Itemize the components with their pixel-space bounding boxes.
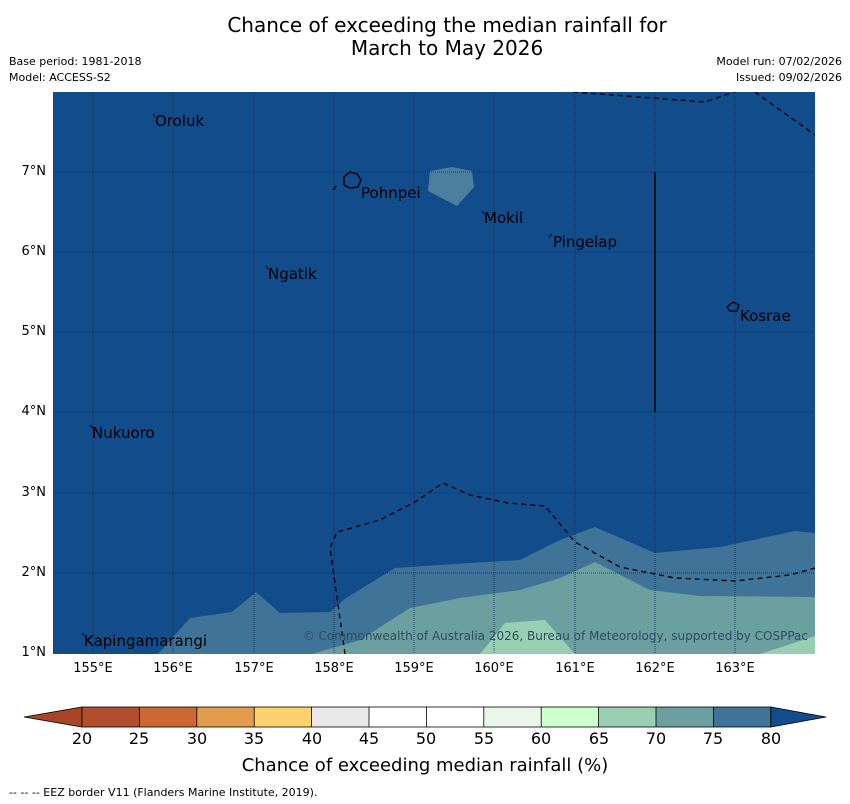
colorbar-bin-35-40 <box>254 707 312 727</box>
colorbar-bin-75-80 <box>713 707 771 727</box>
band-65-70 <box>480 620 575 654</box>
meta-right: Model run: 07/02/2026 Issued: 09/02/2026 <box>716 54 842 86</box>
place-pingelap: Pingelap <box>553 233 617 251</box>
colorbar-bin-45-50 <box>369 707 427 727</box>
colorbar-bin-40-45 <box>311 707 369 727</box>
lat-label-3n: 3°N <box>21 485 47 500</box>
title-line-2: March to May 2026 <box>350 36 544 60</box>
place-ngatik: Ngatik <box>268 265 317 283</box>
colorbar-bin-25-30 <box>139 707 197 727</box>
colorbar-tick-70: 70 <box>645 729 667 748</box>
colorbar-tick-25: 25 <box>128 729 150 748</box>
colorbar-bin-20-25 <box>82 707 140 727</box>
lon-label-160e: 160°E <box>474 661 514 676</box>
colorbar-bin-55-60 <box>483 707 542 727</box>
base-period: Base period: 1981-2018 <box>9 55 142 68</box>
lon-label-159e: 159°E <box>394 661 434 676</box>
colorbar-dividers <box>138 707 714 727</box>
colorbar-tick-65: 65 <box>588 729 610 748</box>
model-name: Model: ACCESS-S2 <box>9 71 111 84</box>
place-kapingamarangi: Kapingamarangi <box>84 632 207 650</box>
colorbar-tick-50: 50 <box>415 729 437 748</box>
colorbar-tick-75: 75 <box>702 729 724 748</box>
colorbar-tick-45: 45 <box>358 729 380 748</box>
chart-title: Chance of exceeding the median rainfall … <box>0 14 850 60</box>
issued-date: Issued: 09/02/2026 <box>735 71 842 84</box>
colorbar-bin-30-35 <box>196 707 255 727</box>
lat-label-5n: 5°N <box>21 324 47 339</box>
model-run: Model run: 07/02/2026 <box>716 55 842 68</box>
colorbar <box>24 706 827 728</box>
lat-label-1n: 1°N <box>21 645 47 660</box>
colorbar-label: Chance of exceeding median rainfall (%) <box>241 755 609 776</box>
atoll-ticks <box>81 113 553 637</box>
place-pohnpei: Pohnpei <box>361 184 421 202</box>
band-70-75 <box>312 562 815 654</box>
lat-gridlines <box>53 171 815 574</box>
meta-left: Base period: 1981-2018 Model: ACCESS-S2 <box>9 54 141 86</box>
place-mokil: Mokil <box>484 209 523 227</box>
place-nukuoro: Nukuoro <box>92 424 155 442</box>
band-75-80-patch <box>428 167 474 206</box>
lon-label-162e: 162°E <box>635 661 675 676</box>
colorbar-bin-60-65 <box>541 707 599 727</box>
place-oroluk: Oroluk <box>155 112 204 130</box>
colorbar-tick-20: 20 <box>71 729 93 748</box>
title-line-1: Chance of exceeding the median rainfall … <box>227 13 667 37</box>
colorbar-tick-80: 80 <box>760 729 782 748</box>
eez-borders <box>329 92 815 654</box>
lon-label-163e: 163°E <box>715 661 755 676</box>
copyright-notice: © Commonwealth of Australia 2026, Bureau… <box>303 629 808 643</box>
colorbar-tick-40: 40 <box>301 729 323 748</box>
colorbar-bin-65-70 <box>598 707 656 727</box>
colorbar-tick-60: 60 <box>530 729 552 748</box>
colorbar-tick-35: 35 <box>243 729 265 748</box>
colorbar-bin-50-55 <box>426 707 484 727</box>
lon-label-158e: 158°E <box>314 661 354 676</box>
eez-footnote: -- -- -- EEZ border V11 (Flanders Marine… <box>9 786 318 799</box>
colorbar-tick-30: 30 <box>186 729 208 748</box>
lon-label-157e: 157°E <box>234 661 274 676</box>
place-kosrae: Kosrae <box>740 307 791 325</box>
lon-label-155e: 155°E <box>73 661 113 676</box>
kosrae-island <box>726 301 740 312</box>
colorbar-tick-55: 55 <box>473 729 495 748</box>
colorbar-over-arrow <box>770 706 827 728</box>
lat-label-6n: 6°N <box>21 244 47 259</box>
lon-label-156e: 156°E <box>153 661 193 676</box>
pohnpei-island <box>343 171 362 189</box>
lat-label-4n: 4°N <box>21 404 47 419</box>
colorbar-under-arrow <box>24 706 83 728</box>
lon-label-161e: 161°E <box>555 661 595 676</box>
rainfall-map: Oroluk Pohnpei Mokil Pingelap Ngatik Kos… <box>53 92 815 654</box>
lat-label-2n: 2°N <box>21 565 47 580</box>
band-65-70-east <box>760 636 815 654</box>
lat-label-7n: 7°N <box>21 164 47 179</box>
colorbar-bin-70-75 <box>656 707 714 727</box>
